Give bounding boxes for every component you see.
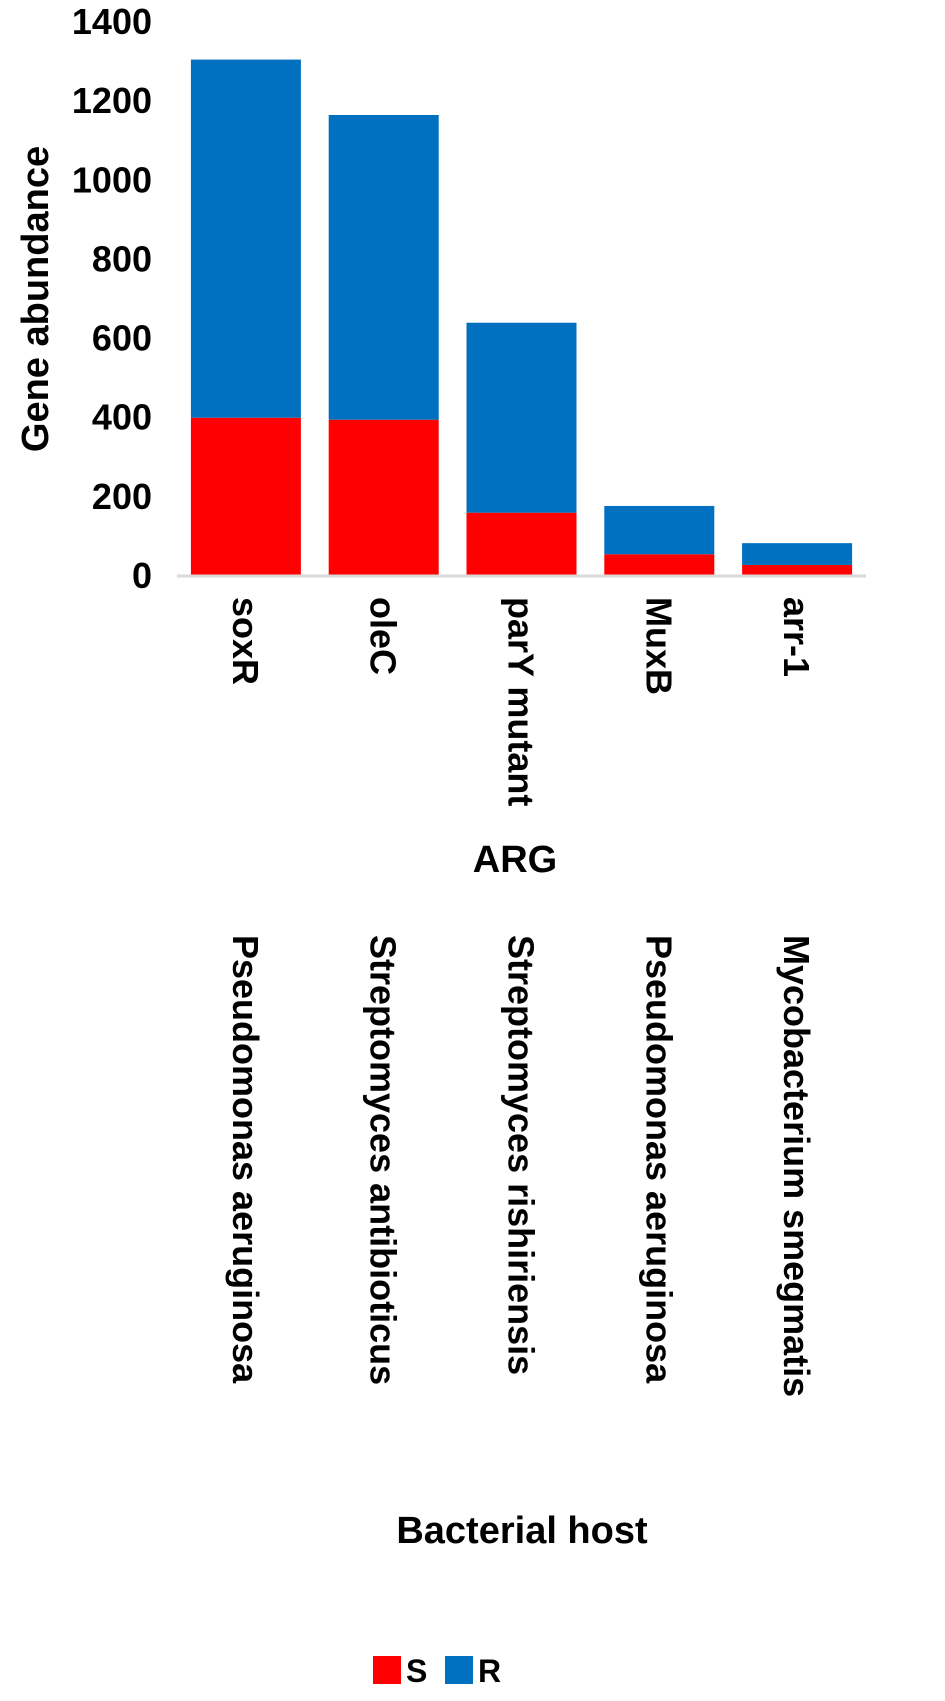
category-label: oleC [363,597,404,675]
bar-R-oleC [328,114,439,420]
y-tick-label: 0 [132,555,152,596]
legend-swatch-S [373,1656,401,1684]
legend-label-R: R [478,1653,501,1689]
legend-label-S: S [406,1653,427,1689]
bar-S-parY-mutant [466,512,577,576]
legend-swatch-R [445,1656,473,1684]
host-label: Mycobacterium smegmatis [776,935,817,1397]
bar-S-oleC [328,419,439,576]
host-label: Streptomyces antibioticus [363,935,404,1385]
host-label: Pseudomonas aeruginosa [638,935,679,1384]
bar-R-soxR [190,59,301,418]
y-tick-label: 1200 [72,80,152,121]
category-label: MuxB [638,597,679,695]
category-labels: soxR oleC parY mutant MuxB arr-1 [225,597,817,806]
category-label: parY mutant [501,597,542,806]
host-axis-title: Bacterial host [396,1510,648,1552]
category-label: soxR [225,597,266,685]
host-label: Pseudomonas aeruginosa [225,935,266,1384]
y-tick-label: 1000 [72,159,152,200]
host-label: Streptomyces rishiriensis [501,935,542,1375]
bar-R-parY-mutant [466,322,577,513]
bar-R-MuxB [604,505,715,555]
host-labels: Pseudomonas aeruginosa Streptomyces antib… [225,935,817,1397]
bar-R-arr-1 [742,543,853,565]
y-tick-labels: 0 200 400 600 800 1000 1200 1400 [72,1,152,596]
bar-S-MuxB [604,554,715,576]
bars-layer [190,59,853,576]
y-axis-title: Gene abundance [15,146,57,452]
bar-S-arr-1 [742,564,853,576]
y-tick-label: 400 [92,397,152,438]
y-tick-label: 1400 [72,1,152,42]
bar-S-soxR [190,417,301,576]
y-tick-label: 800 [92,238,152,279]
y-tick-label: 200 [92,476,152,517]
category-label: arr-1 [776,597,817,677]
x-axis-title: ARG [473,839,557,881]
y-tick-label: 600 [92,318,152,359]
